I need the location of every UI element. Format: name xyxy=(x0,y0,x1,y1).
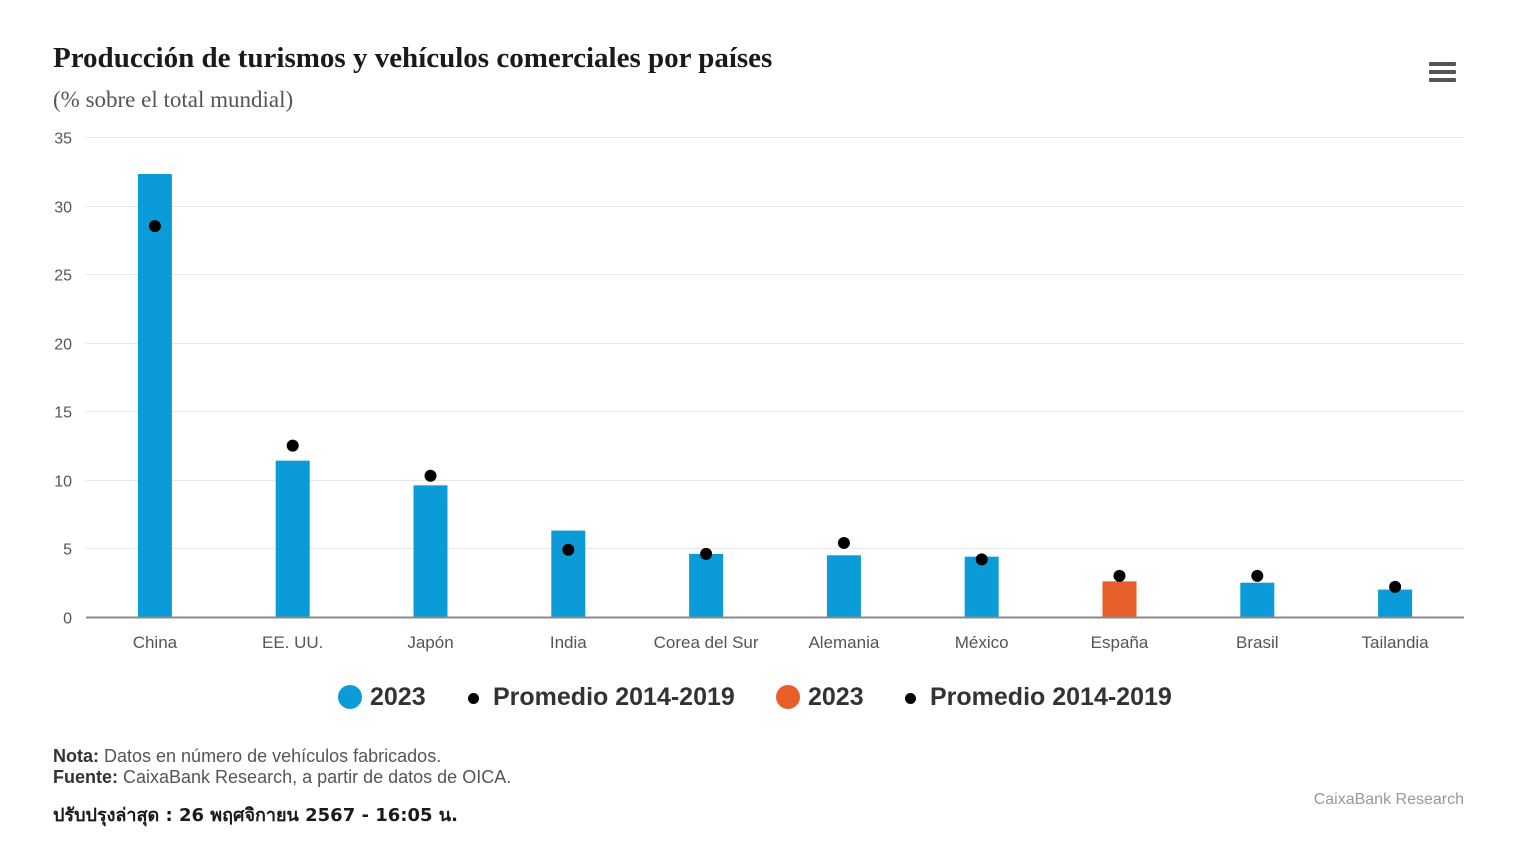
x-tick-label: México xyxy=(955,633,1009,652)
y-tick-label: 15 xyxy=(54,405,72,422)
data-point[interactable] xyxy=(837,536,850,549)
bar[interactable] xyxy=(826,555,861,617)
y-axis-labels: 0 5 10 15 20 25 30 35 xyxy=(54,131,72,628)
y-tick-label: 35 xyxy=(54,131,72,148)
last-updated: ปรับปรุงล่าสุด : 26 พฤศจิกายน 2567 - 16:… xyxy=(53,805,458,826)
y-tick-label: 10 xyxy=(54,474,72,491)
bar[interactable] xyxy=(964,556,999,617)
legend-dot-icon xyxy=(468,693,479,704)
grid-lines xyxy=(86,137,1464,549)
bar[interactable] xyxy=(1102,581,1137,617)
x-tick-label: España xyxy=(1091,633,1149,652)
bar[interactable] xyxy=(689,553,724,617)
source-line: Fuente: CaixaBank Research, a partir de … xyxy=(53,767,511,788)
chart-credits[interactable]: CaixaBank Research xyxy=(1313,791,1464,808)
x-tick-label: India xyxy=(550,633,587,652)
hamburger-menu-icon[interactable] xyxy=(1424,58,1462,90)
y-tick-label: 0 xyxy=(63,611,72,628)
data-point[interactable] xyxy=(975,553,988,566)
chart-notes: Nota: Datos en número de vehículos fabri… xyxy=(53,746,511,788)
y-tick-label: 25 xyxy=(54,268,72,285)
y-tick-label: 5 xyxy=(63,542,72,559)
y-tick-label: 20 xyxy=(54,337,72,354)
data-point[interactable] xyxy=(148,220,161,233)
legend-circle-icon xyxy=(776,685,800,709)
x-tick-label: Corea del Sur xyxy=(654,633,759,652)
data-point[interactable] xyxy=(1113,569,1126,582)
bar[interactable] xyxy=(1240,582,1275,617)
legend-label: Promedio 2014-2019 xyxy=(493,683,735,711)
legend-label: Promedio 2014-2019 xyxy=(930,683,1172,711)
y-tick-label: 30 xyxy=(54,200,72,217)
data-point[interactable] xyxy=(1251,569,1264,582)
chart-plot: 0 5 10 15 20 25 30 35 China EE. UU. Japón India Cor… xyxy=(54,131,1464,652)
bar-series xyxy=(137,174,1413,617)
x-tick-label: Tailandia xyxy=(1362,633,1430,652)
x-tick-label: China xyxy=(133,633,178,652)
bar[interactable] xyxy=(413,485,448,617)
data-point[interactable] xyxy=(424,469,437,482)
bar[interactable] xyxy=(551,530,586,617)
note-line: Nota: Datos en número de vehículos fabri… xyxy=(53,746,511,767)
source-label: Fuente: xyxy=(53,767,118,787)
x-tick-label: Alemania xyxy=(808,633,879,652)
data-point[interactable] xyxy=(562,543,575,556)
data-point[interactable] xyxy=(286,439,299,452)
note-label: Nota: xyxy=(53,746,99,766)
x-tick-label: Japón xyxy=(407,633,453,652)
chart-subtitle: (% sobre el total mundial) xyxy=(53,87,294,112)
x-tick-label: EE. UU. xyxy=(262,633,323,652)
legend-label: 2023 xyxy=(808,683,864,711)
data-point[interactable] xyxy=(700,547,713,560)
legend-circle-icon xyxy=(338,685,362,709)
legend-label: 2023 xyxy=(370,683,426,711)
bar[interactable] xyxy=(275,460,310,617)
x-tick-label: Brasil xyxy=(1236,633,1279,652)
bar[interactable] xyxy=(137,174,172,617)
chart-title: Producción de turismos y vehículos comer… xyxy=(53,42,773,74)
legend-dot-icon xyxy=(905,693,916,704)
bar[interactable] xyxy=(1378,589,1413,617)
point-series xyxy=(148,220,1402,593)
note-text: Datos en número de vehículos fabricados. xyxy=(99,746,442,766)
chart-legend: 2023 Promedio 2014-2019 2023 Promedio 2014-… xyxy=(0,680,1528,716)
data-point[interactable] xyxy=(1389,580,1402,593)
source-text: CaixaBank Research, a partir de datos de… xyxy=(118,767,512,787)
x-axis-labels: China EE. UU. Japón India Corea del Sur Alema… xyxy=(133,633,1430,652)
